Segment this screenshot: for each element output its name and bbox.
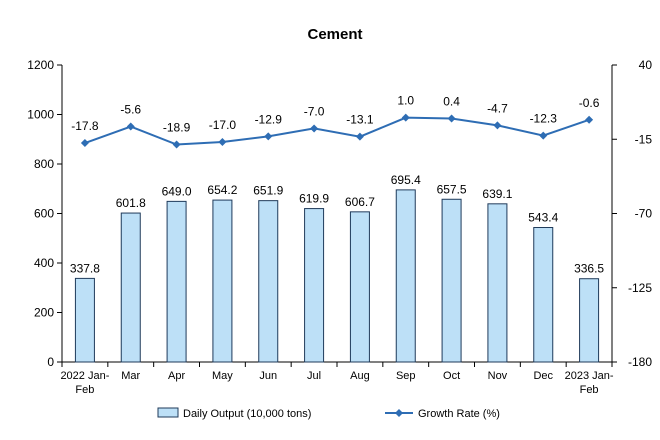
- x-tick-label: Feb: [580, 384, 599, 396]
- line-point: [172, 140, 181, 149]
- x-tick-label: Jul: [307, 370, 321, 382]
- bar-data-label: 337.8: [70, 261, 100, 275]
- line-point: [218, 137, 227, 146]
- legend-bar-label: Daily Output (10,000 tons): [183, 408, 311, 420]
- bar: [166, 200, 187, 363]
- line-data-label: 1.0: [397, 94, 414, 108]
- plot-area: 0 200 400 600 800 1000 1200 -180 -125 -70 -15 40 337…: [27, 58, 652, 420]
- line-data-label: -12.9: [255, 112, 283, 126]
- y-right-tick-label: -125: [628, 281, 652, 295]
- bar: [304, 208, 325, 363]
- line-data-label: -13.1: [346, 113, 374, 127]
- bar-data-label: 649.0: [162, 184, 192, 198]
- bar-data-label: 619.9: [299, 192, 329, 206]
- x-tick-label: Sep: [396, 370, 416, 382]
- chart-title: Cement: [307, 26, 362, 43]
- x-tick-label: Oct: [443, 370, 460, 382]
- y-left-tick-label: 400: [34, 256, 54, 270]
- line-data-label: -17.0: [209, 118, 237, 132]
- y-right-tick-label: 40: [639, 58, 653, 72]
- x-tick-label: Feb: [75, 384, 94, 396]
- line-point: [355, 132, 364, 141]
- x-tick-label: 2022 Jan-: [60, 370, 109, 382]
- x-tick-label: Aug: [350, 370, 370, 382]
- bar-data-label: 651.9: [253, 184, 283, 198]
- x-tick-label: 2023 Jan-: [565, 370, 614, 382]
- bar: [441, 198, 462, 363]
- bar-data-label: 601.8: [116, 196, 146, 210]
- bar-data-label: 654.2: [207, 183, 237, 197]
- legend-line-marker: [395, 409, 403, 417]
- line-point: [585, 115, 594, 124]
- bar-data-label: 336.5: [574, 262, 604, 276]
- bar: [120, 212, 141, 363]
- line-point: [80, 139, 89, 148]
- bar-data-label: 695.4: [391, 173, 421, 187]
- y-left-tick-label: 600: [34, 207, 54, 221]
- y-left-tick-label: 800: [34, 157, 54, 171]
- bar-data-label: 639.1: [482, 187, 512, 201]
- legend-bar-swatch: [157, 407, 179, 418]
- x-tick-label: May: [212, 370, 233, 382]
- y-left-tick-label: 1000: [27, 108, 54, 122]
- x-tick-label: Apr: [168, 370, 185, 382]
- line-data-label: -0.6: [579, 96, 600, 110]
- x-tick-label: Dec: [533, 370, 553, 382]
- legend-line-label: Growth Rate (%): [418, 408, 500, 420]
- line-point: [539, 131, 548, 140]
- x-tick-label: Mar: [121, 370, 140, 382]
- x-tick-label: Jun: [259, 370, 277, 382]
- line-data-label: 0.4: [443, 94, 460, 108]
- y-left-tick-label: 200: [34, 306, 54, 320]
- x-tick-label: Nov: [488, 370, 508, 382]
- line-data-label: -5.6: [120, 103, 141, 117]
- y-right-tick-label: -15: [635, 132, 653, 146]
- y-right-tick-label: -180: [628, 355, 652, 369]
- bar-data-label: 543.4: [528, 211, 558, 225]
- bar-data-label: 606.7: [345, 195, 375, 209]
- line-point: [447, 114, 456, 123]
- growth-rate-line: [84, 116, 590, 146]
- line-point: [126, 122, 135, 131]
- bar: [212, 199, 233, 363]
- bar: [487, 203, 508, 363]
- line-data-label: -17.8: [71, 119, 99, 133]
- y-right-tick-label: -70: [635, 207, 653, 221]
- bar: [74, 277, 95, 363]
- bar: [349, 211, 370, 363]
- line-data-label: -7.0: [304, 104, 325, 118]
- bar: [533, 227, 554, 363]
- line-data-label: -18.9: [163, 121, 191, 135]
- bar: [579, 278, 600, 363]
- line-point: [401, 113, 410, 122]
- line-data-label: -12.3: [530, 112, 558, 126]
- line-point: [310, 124, 319, 133]
- y-left-tick-label: 1200: [27, 58, 54, 72]
- bar-data-label: 657.5: [437, 182, 467, 196]
- line-data-label: -4.7: [487, 101, 508, 115]
- bar: [395, 189, 416, 363]
- y-left-tick-label: 0: [47, 355, 54, 369]
- line-point: [264, 132, 273, 141]
- line-point: [493, 121, 502, 130]
- bar: [258, 200, 279, 363]
